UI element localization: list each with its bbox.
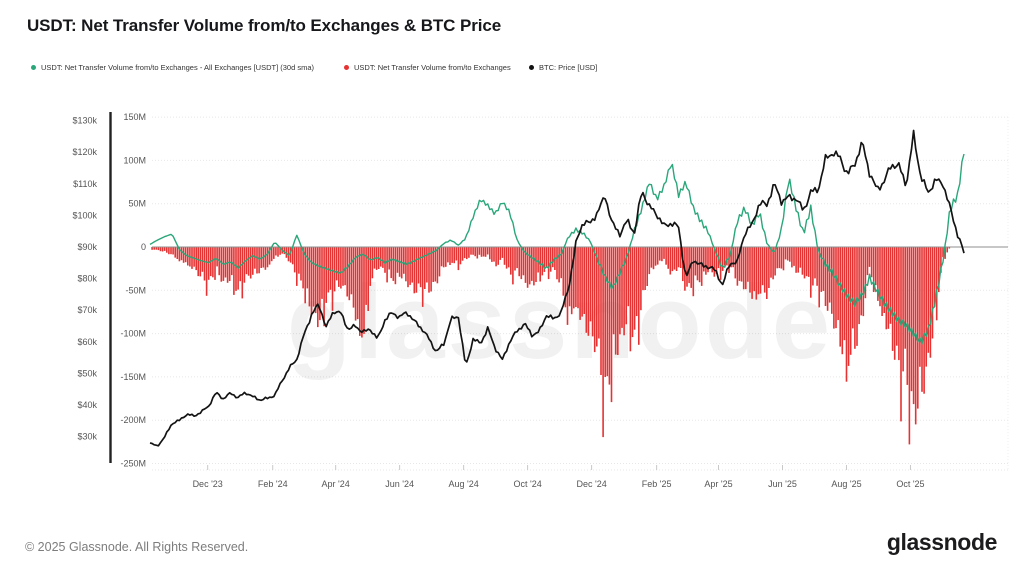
legend-label-sma: USDT: Net Transfer Volume from/to Exchan… bbox=[41, 63, 315, 72]
y-axis-price-label: $80k bbox=[77, 274, 97, 284]
y-axis-volume-label: 100M bbox=[123, 155, 146, 165]
y-axis-price-label: $90k bbox=[77, 242, 97, 252]
y-axis-volume-label: 0 bbox=[141, 242, 146, 252]
y-axis-price-label: $60k bbox=[77, 337, 97, 347]
y-axis-price-label: $50k bbox=[77, 368, 97, 378]
page-title: USDT: Net Transfer Volume from/to Exchan… bbox=[27, 16, 502, 35]
chart-legend: USDT: Net Transfer Volume from/to Exchan… bbox=[0, 63, 1024, 77]
y-axis-volume-label: -250M bbox=[120, 459, 146, 469]
x-axis-label: Feb '24 bbox=[258, 479, 288, 489]
x-axis-label: Apr '25 bbox=[704, 479, 732, 489]
plot-area[interactable] bbox=[150, 112, 1008, 470]
y-axis-volume-label: -150M bbox=[120, 372, 146, 382]
x-axis-label: Oct '25 bbox=[896, 479, 924, 489]
y-axis-price-label: $100k bbox=[72, 210, 97, 220]
y-axis-price-label: $30k bbox=[77, 432, 97, 442]
x-axis-label: Oct '24 bbox=[513, 479, 541, 489]
legend-item-btc-price[interactable]: BTC: Price [USD] bbox=[529, 63, 597, 72]
x-axis-label: Dec '23 bbox=[193, 479, 223, 489]
x-axis-label: Aug '24 bbox=[448, 479, 478, 489]
legend-dot-red-icon bbox=[344, 65, 349, 70]
y-axis-price-label: $130k bbox=[72, 116, 97, 126]
y-axis-price-label: $70k bbox=[77, 305, 97, 315]
y-axis-volume-label: 50M bbox=[128, 199, 146, 209]
legend-dot-black-icon bbox=[529, 65, 534, 70]
legend-dot-green-icon bbox=[31, 65, 36, 70]
x-axis-label: Dec '24 bbox=[576, 479, 606, 489]
series-sma-line bbox=[149, 153, 965, 345]
glassnode-watermark: glassnode bbox=[287, 264, 833, 381]
y-axis-volume-label: -100M bbox=[120, 329, 146, 339]
y-axis-volume-labels: 150M 100M 50M 0 -50M -100M -150M -200M -250M bbox=[120, 112, 146, 468]
series-btc-price-line bbox=[149, 129, 965, 447]
y-axis-price-labels: $130k $120k $110k $100k $90k $80k $70k $60k $50k… bbox=[72, 116, 97, 442]
x-axis-label: Jun '24 bbox=[385, 479, 414, 489]
y-axis-volume-label: -200M bbox=[120, 415, 146, 425]
footer-copyright: © 2025 Glassnode. All Rights Reserved. bbox=[25, 540, 249, 554]
y-axis-price-label: $120k bbox=[72, 147, 97, 157]
x-axis-label: Apr '24 bbox=[322, 479, 350, 489]
x-axis-label: Aug '25 bbox=[831, 479, 861, 489]
y-axis-volume-label: 150M bbox=[123, 112, 146, 122]
y-axis-price-label: $40k bbox=[77, 400, 97, 410]
gridlines bbox=[152, 116, 1009, 471]
y-axis-volume-label: -50M bbox=[125, 285, 146, 295]
y-axis-price-label: $110k bbox=[73, 179, 97, 189]
glassnode-logo: glassnode bbox=[886, 529, 998, 555]
legend-item-net-transfer[interactable]: USDT: Net Transfer Volume from/to Exchan… bbox=[344, 63, 511, 72]
legend-label-btc-price: BTC: Price [USD] bbox=[539, 63, 598, 72]
x-axis-label: Jun '25 bbox=[768, 479, 797, 489]
legend-label-net-transfer: USDT: Net Transfer Volume from/to Exchan… bbox=[354, 63, 511, 72]
legend-item-sma[interactable]: USDT: Net Transfer Volume from/to Exchan… bbox=[31, 63, 314, 72]
x-axis-label: Feb '25 bbox=[642, 479, 672, 489]
x-axis-labels: Dec '23 Feb '24 Apr '24 Jun '24 Aug '24 Oct '… bbox=[193, 465, 925, 489]
